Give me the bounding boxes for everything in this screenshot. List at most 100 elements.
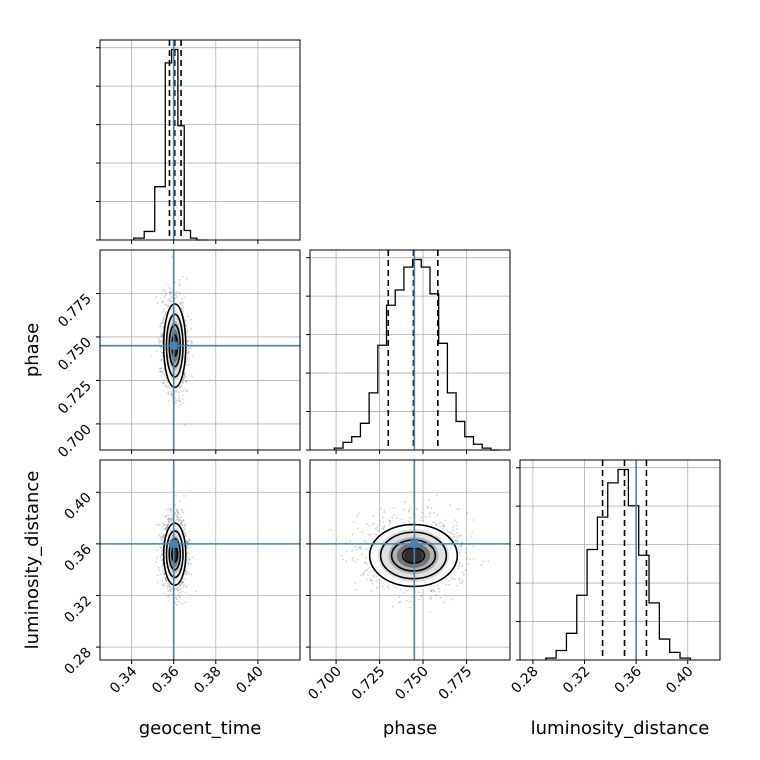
- sample-point: [354, 545, 357, 548]
- sample-point: [167, 514, 170, 517]
- sample-point: [166, 518, 169, 520]
- sample-point: [188, 530, 191, 533]
- sample-point: [176, 514, 179, 516]
- sample-point: [159, 572, 162, 575]
- sample-point: [168, 518, 171, 521]
- sample-point: [178, 394, 180, 397]
- sample-point: [189, 327, 192, 330]
- sample-point: [388, 523, 391, 526]
- sample-point: [179, 400, 182, 403]
- sample-point: [167, 393, 170, 396]
- sample-point: [168, 299, 171, 301]
- sample-point: [182, 524, 184, 527]
- sample-point: [188, 538, 191, 541]
- sample-point: [169, 585, 171, 588]
- sample-point: [372, 514, 375, 517]
- sample-point: [187, 551, 189, 554]
- sample-point: [456, 540, 459, 542]
- sample-point: [366, 574, 369, 576]
- sample-point: [433, 520, 436, 523]
- sample-point: [360, 574, 362, 577]
- sample-point: [160, 539, 163, 541]
- y-luminosity-distance-tick-label: 0.32: [61, 593, 94, 626]
- sample-point: [175, 390, 178, 393]
- sample-point: [178, 396, 181, 399]
- sample-point: [382, 527, 385, 530]
- sample-point: [191, 341, 194, 344]
- sample-point: [177, 398, 180, 400]
- sample-point: [407, 509, 410, 512]
- sample-point: [185, 381, 188, 383]
- sample-point: [373, 575, 375, 578]
- sample-point: [162, 535, 165, 538]
- y-luminosity-distance-tick-label: 0.36: [61, 541, 94, 574]
- joint-content: [310, 460, 510, 660]
- sample-point: [181, 519, 183, 522]
- sample-point: [177, 595, 180, 598]
- sample-point: [159, 340, 162, 343]
- sample-point: [419, 519, 422, 522]
- sample-point: [392, 507, 395, 509]
- sample-point: [174, 602, 177, 605]
- sample-point: [177, 518, 180, 520]
- sample-point: [170, 300, 172, 303]
- sample-point: [169, 508, 171, 510]
- x-geocent-time-tick-label: 0.38: [191, 664, 224, 697]
- sample-point: [181, 590, 184, 593]
- sample-point: [186, 565, 189, 568]
- y-phase-tick-label: 0.700: [55, 421, 95, 461]
- sample-point: [163, 534, 165, 537]
- sample-point: [169, 519, 172, 522]
- sample-point: [171, 290, 174, 293]
- sample-point: [175, 508, 178, 511]
- histogram-geocent-time: [133, 48, 208, 241]
- sample-point: [165, 312, 167, 315]
- sample-point: [357, 512, 360, 515]
- sample-point: [163, 573, 166, 575]
- sample-point: [162, 592, 165, 595]
- sample-point: [368, 570, 371, 573]
- sample-point: [364, 569, 367, 572]
- sample-point: [354, 560, 357, 563]
- sample-point: [449, 531, 452, 534]
- sample-point: [161, 553, 164, 555]
- sample-point: [160, 322, 163, 325]
- sample-point: [376, 525, 379, 527]
- sample-point: [365, 578, 368, 581]
- sample-point: [164, 593, 167, 596]
- sample-point: [375, 580, 378, 583]
- panel-frame: [99, 459, 301, 661]
- sample-point: [155, 561, 158, 564]
- sample-point: [169, 511, 172, 514]
- contour: [379, 531, 448, 580]
- sample-point: [164, 528, 167, 531]
- sample-point: [454, 538, 457, 541]
- sample-point: [487, 560, 490, 563]
- contour: [162, 522, 187, 586]
- sample-point: [399, 600, 402, 603]
- sample-point: [170, 509, 173, 512]
- sample-point: [167, 518, 170, 521]
- sample-point: [422, 519, 425, 522]
- sample-point: [458, 577, 461, 580]
- sample-point: [441, 523, 444, 526]
- sample-point: [184, 319, 186, 321]
- sample-point: [190, 342, 193, 345]
- sample-point: [187, 572, 190, 575]
- sample-point: [157, 338, 160, 340]
- sample-point: [177, 594, 180, 596]
- sample-point: [160, 358, 163, 361]
- sample-point: [163, 296, 166, 299]
- sample-point: [182, 580, 185, 583]
- sample-point: [179, 302, 182, 305]
- sample-point: [161, 559, 164, 562]
- sample-point: [185, 375, 187, 378]
- sample-point: [182, 511, 185, 514]
- sample-point: [160, 546, 163, 549]
- sample-point: [182, 394, 185, 397]
- sample-point: [167, 590, 169, 592]
- x-geocent-time-tick-label: 0.36: [149, 663, 182, 696]
- sample-point: [420, 516, 423, 518]
- sample-point: [435, 523, 438, 526]
- sample-point: [160, 536, 163, 539]
